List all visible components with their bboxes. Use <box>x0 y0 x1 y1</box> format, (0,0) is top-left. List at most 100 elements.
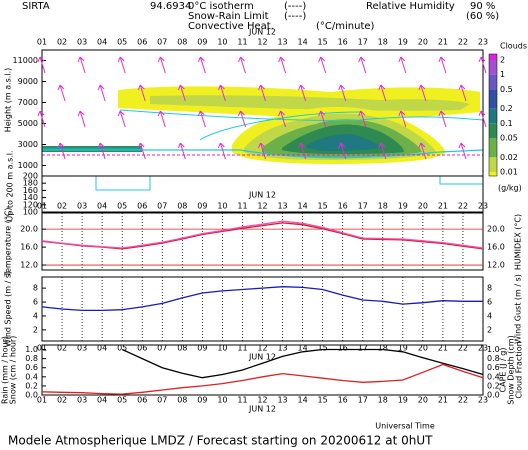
wind-arrow <box>258 142 266 160</box>
wind-arrow <box>77 56 86 74</box>
x-tick-label: 21 <box>438 202 448 211</box>
x-tick-label: 11 <box>237 396 247 405</box>
legend-label: Snow-Rain Limit <box>188 11 269 22</box>
wind-arrow <box>137 84 146 102</box>
x-tick-label: 21 <box>438 396 448 405</box>
y2-tick-label: 8 <box>487 284 492 293</box>
site-name: SIRTA <box>22 1 50 12</box>
x-tick-label: 14 <box>297 202 307 211</box>
rh-level: (60 %) <box>466 11 499 22</box>
y-tick-label: 11000 <box>13 56 38 65</box>
x-tick-label: 20 <box>418 38 428 47</box>
y2-tick-label: 6 <box>487 298 492 307</box>
colorbar-tick-label: 0.2 <box>500 104 513 113</box>
wind-arrow <box>358 110 367 128</box>
y-tick-label: 6 <box>33 298 38 307</box>
x-tick-label: 10 <box>217 344 227 353</box>
x-tick-label: 11 <box>237 202 247 211</box>
colorbar-band <box>489 137 497 158</box>
x-tick-label: 23 <box>478 396 488 405</box>
x-tick-label: 08 <box>177 38 187 47</box>
panel-frame <box>41 344 484 396</box>
axis-label: Cloud Fraction <box>515 341 524 398</box>
x-tick-label: 13 <box>277 202 287 211</box>
date-label: JUN 12 <box>248 405 276 414</box>
x-tick-label: 04 <box>97 344 107 353</box>
wind-arrow <box>438 110 447 128</box>
x-tick-label: 19 <box>398 344 408 353</box>
rh-level: 90 % <box>470 1 495 12</box>
wind-arrow <box>77 110 86 128</box>
y-tick-label: 1.0 <box>25 345 38 354</box>
x-tick-label: 03 <box>77 396 87 405</box>
x-tick-label: 22 <box>458 396 468 405</box>
wind-arrow <box>197 56 206 74</box>
wind-arrow <box>217 142 226 160</box>
y-tick-label: 100 <box>23 208 38 217</box>
axis-label: Wind Gust (m / s) <box>514 274 523 344</box>
rh-contour <box>95 176 483 191</box>
wind-arrow <box>157 110 166 128</box>
x-tick-label: 11 <box>237 38 247 47</box>
wind-arrow <box>398 110 407 128</box>
wind-arrow <box>458 142 467 160</box>
wind-arrow <box>318 56 327 74</box>
x-tick-label: 07 <box>157 396 167 405</box>
legend-symbol: (----) <box>284 11 306 22</box>
y-tick-label: 140 <box>23 193 38 202</box>
x-tick-label: 07 <box>157 344 167 353</box>
wind-arrow <box>458 84 467 102</box>
wind-arrow <box>197 110 206 128</box>
wind-arrow <box>37 110 46 128</box>
series-line <box>121 348 484 379</box>
wind-arrow <box>157 56 166 74</box>
rh-contour <box>119 109 484 141</box>
y-tick-label: 3000 <box>18 140 38 149</box>
axis-label: Up to 200 m a.s.l. <box>6 150 15 221</box>
site-coord: 94.6934 <box>150 1 191 12</box>
y-tick-label: 0.0 <box>25 391 38 400</box>
y2-tick-label: 2 <box>487 325 492 334</box>
x-tick-label: 06 <box>137 38 147 47</box>
wind-arrow <box>237 110 246 128</box>
wind-arrow <box>418 84 427 102</box>
x-tick-label: 03 <box>77 38 87 47</box>
x-tick-label: 21 <box>438 38 448 47</box>
x-tick-label: 12 <box>257 396 267 405</box>
wind-arrow <box>358 56 367 74</box>
axis-label: Snow Depth (cm) <box>507 335 516 404</box>
series-line <box>41 220 484 249</box>
x-tick-label: 03 <box>77 202 87 211</box>
colorbar-tick-label: 0.1 <box>500 119 513 128</box>
series-line <box>41 222 484 250</box>
wind-arrow <box>117 110 126 128</box>
x-tick-label: 15 <box>318 38 328 47</box>
y-tick-label: 120 <box>23 200 38 209</box>
x-tick-label: 19 <box>398 202 408 211</box>
wind-arrow <box>298 142 307 160</box>
y2-tick-label: 0.8 <box>487 354 500 363</box>
x-tick-label: 17 <box>358 396 368 405</box>
x-tick-label: 22 <box>458 38 468 47</box>
y-tick-label: 0.2 <box>25 381 38 390</box>
series-line <box>41 363 484 395</box>
wind-arrow <box>418 142 427 160</box>
axis-label: Snow (cm / hour) <box>9 336 18 405</box>
y-tick-label: 1000 <box>18 161 38 170</box>
x-tick-label: 08 <box>177 202 187 211</box>
x-tick-label: 16 <box>338 202 348 211</box>
legend-label: Convective Heat. <box>188 21 274 32</box>
wind-arrow <box>97 84 106 102</box>
colorbar-tick-label: 0.01 <box>500 168 518 177</box>
x-tick-label: 09 <box>197 38 207 47</box>
x-tick-label: 07 <box>157 202 167 211</box>
wind-arrow <box>237 56 246 74</box>
wind-arrow <box>177 142 186 160</box>
x-tick-label: 13 <box>277 396 287 405</box>
colorbar-band <box>489 74 497 90</box>
wind-arrow <box>57 84 66 102</box>
x-tick-label: 17 <box>358 202 368 211</box>
x-tick-label: 13 <box>277 344 287 353</box>
y-tick-label: 180 <box>23 179 38 188</box>
x-tick-label: 02 <box>57 202 67 211</box>
